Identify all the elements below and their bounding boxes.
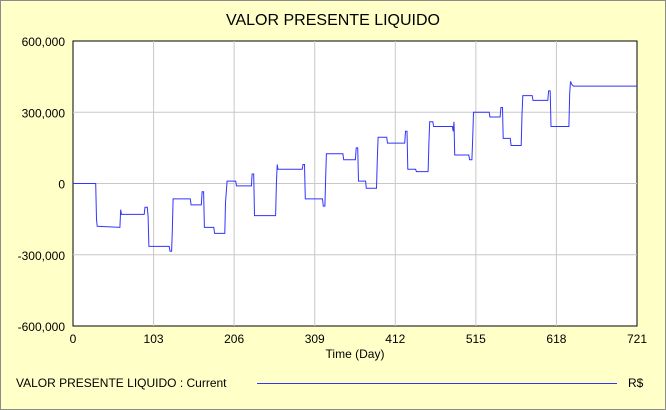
chart-title: VALOR PRESENTE LIQUIDO — [226, 12, 440, 29]
x-tick-label: 618 — [546, 332, 566, 346]
y-tick-label: -600,000 — [18, 320, 66, 334]
y-tick-labels: -600,000 -300,000 0 300,000 600,000 — [18, 35, 66, 334]
y-tick-label: 600,000 — [22, 35, 66, 49]
legend-unit: R$ — [628, 376, 644, 390]
x-tick-labels: 0 103 206 309 412 515 618 721 — [70, 332, 648, 346]
legend-series-name: VALOR PRESENTE LIQUIDO : Current — [16, 376, 227, 390]
y-tick-label: 300,000 — [22, 106, 66, 120]
y-tick-label: 0 — [58, 178, 65, 192]
x-tick-label: 412 — [385, 332, 405, 346]
x-axis-label: Time (Day) — [326, 347, 385, 361]
x-tick-label: 721 — [627, 332, 647, 346]
grid-y — [73, 111, 637, 256]
x-tick-label: 206 — [224, 332, 244, 346]
x-tick-label: 515 — [466, 332, 486, 346]
x-tick-label: 103 — [144, 332, 164, 346]
x-tick-label: 0 — [70, 332, 77, 346]
series-line-valor-presente-liquido — [73, 81, 637, 252]
legend-line — [257, 383, 617, 384]
x-tick-label: 309 — [305, 332, 325, 346]
y-tick-label: -300,000 — [18, 249, 66, 263]
